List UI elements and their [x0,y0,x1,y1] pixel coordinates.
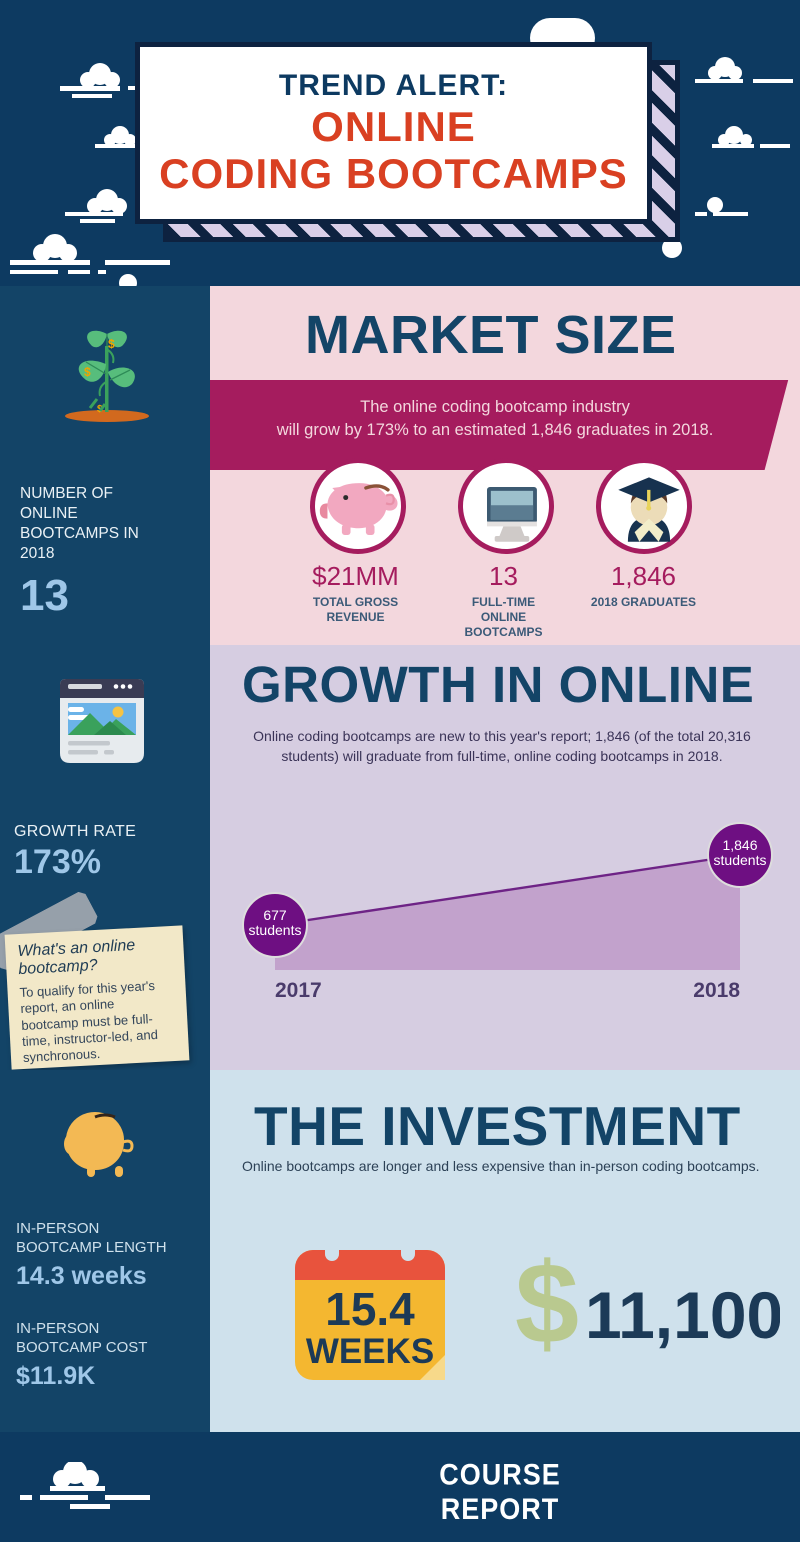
svg-text:students: students [714,852,767,868]
svg-text:1,846: 1,846 [722,837,757,853]
svg-text:WEEKS: WEEKS [306,1332,434,1371]
svg-text:2017: 2017 [275,979,322,1002]
svg-text:11,100: 11,100 [585,1278,780,1352]
svg-text:2018: 2018 [693,979,740,1002]
svg-text:students: students [249,922,302,938]
svg-text:$: $ [84,365,91,379]
svg-text:15.4: 15.4 [325,1283,415,1335]
svg-text:$: $ [108,337,115,351]
svg-text:$: $ [515,1240,579,1368]
svg-text:677: 677 [263,907,287,923]
